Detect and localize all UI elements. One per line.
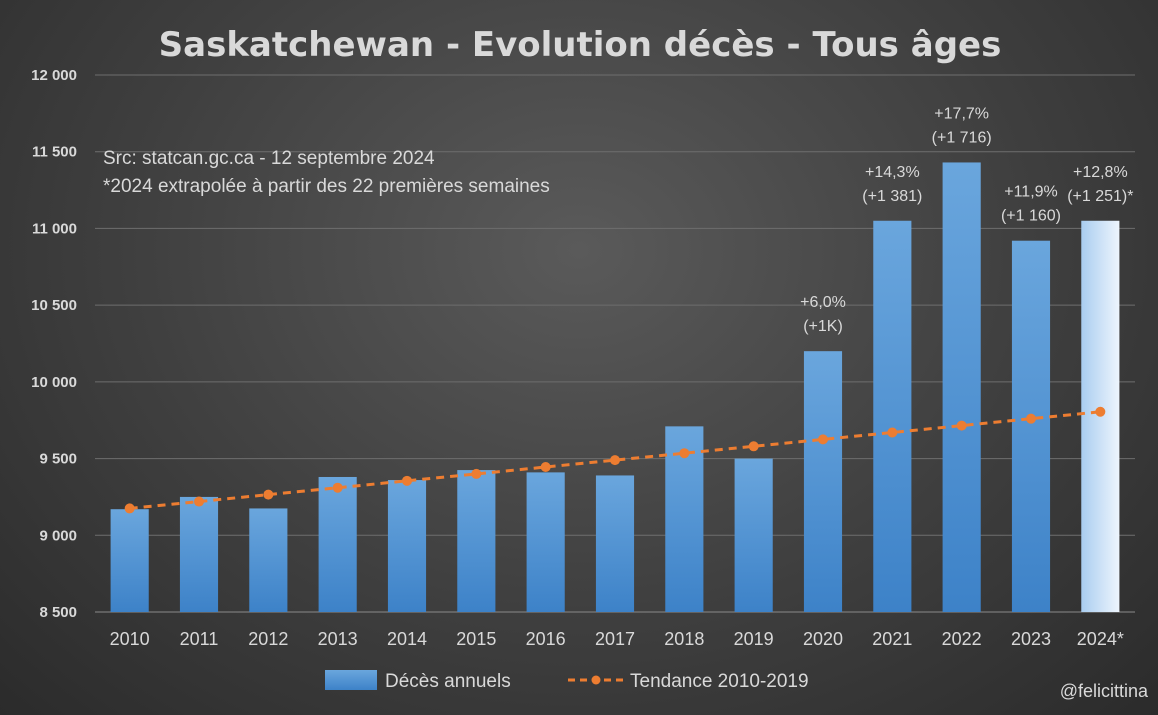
bar-annotation-delta: (+1 716) [932, 129, 992, 146]
x-tick-label: 2019 [734, 629, 774, 649]
trend-point [1095, 406, 1106, 417]
trend-point [471, 468, 482, 479]
bar [179, 496, 219, 612]
bar-annotation-delta: (+1 251)* [1067, 188, 1133, 205]
x-tick-label: 2022 [942, 629, 982, 649]
y-tick-label: 10 500 [31, 297, 77, 314]
source-note-line1: Src: statcan.gc.ca - 12 septembre 2024 [103, 148, 435, 169]
trend-point [402, 475, 412, 486]
trend-point [748, 441, 759, 452]
y-tick-label: 11 500 [32, 144, 77, 161]
bar [318, 476, 357, 612]
watermark: @felicittina [1060, 681, 1149, 701]
legend-bar-label: Décès annuels [385, 671, 511, 692]
x-axis-ticks: 2010 2011 2012 2013 2014 2015 2016 2017 2018 2019… [110, 629, 1124, 649]
bar [457, 470, 496, 612]
x-tick-label: 2014 [387, 629, 427, 649]
bar-annotation-delta: (+1K) [803, 318, 843, 335]
x-tick-label: 2010 [110, 629, 150, 649]
bar-annotation-pct: +12,8% [1073, 164, 1128, 181]
bar-annotations: +6,0% (+1K) +14,3% (+1 381) +17,7% (+1 716) +1… [800, 105, 1133, 335]
bar [387, 480, 427, 612]
bar-annotation-pct: +17,7% [934, 105, 989, 122]
y-tick-label: 8 500 [39, 604, 77, 621]
x-tick-label: 2013 [318, 629, 358, 649]
legend-trend-marker [591, 675, 601, 685]
trend-point [610, 455, 620, 466]
bar [526, 472, 565, 612]
source-note-line2: *2024 extrapolée à partir des 22 premièr… [103, 176, 550, 197]
x-tick-label: 2024* [1077, 629, 1124, 649]
trend-point [887, 427, 898, 438]
legend-trend-label: Tendance 2010-2019 [630, 671, 809, 692]
y-tick-label: 11 000 [32, 220, 77, 237]
trend-point [124, 503, 135, 514]
bar-annotation-pct: +6,0% [800, 294, 846, 311]
y-tick-label: 10 000 [31, 374, 77, 391]
y-tick-label: 9 500 [39, 451, 77, 468]
bar-series [110, 162, 1120, 612]
x-tick-label: 2011 [180, 629, 219, 649]
bar [110, 509, 149, 612]
trend-line [129, 410, 1101, 510]
bar-annotation-pct: +11,9% [1004, 184, 1058, 201]
bar [734, 458, 773, 612]
bar [942, 162, 981, 612]
bar-annotation-delta: (+1 160) [1001, 208, 1061, 225]
bar [803, 351, 843, 612]
x-tick-label: 2015 [456, 629, 496, 649]
legend-bar-swatch [325, 670, 377, 690]
x-tick-label: 2023 [1011, 629, 1051, 649]
trend-point [540, 462, 551, 473]
trend-point [679, 448, 690, 459]
trend-point [263, 489, 274, 500]
trend-point [194, 496, 204, 507]
bar [1011, 240, 1051, 612]
y-tick-label: 9 000 [39, 527, 77, 544]
y-tick-label: 12 000 [31, 67, 77, 84]
x-tick-label: 2012 [248, 629, 288, 649]
legend: Décès annuels Tendance 2010-2019 [325, 670, 809, 692]
bar-annotation-delta: (+1 381) [862, 188, 922, 205]
bar [595, 475, 635, 612]
chart-title: Saskatchewan - Evolution décès - Tous âg… [159, 25, 1002, 65]
x-tick-label: 2018 [664, 629, 704, 649]
trend-point [818, 434, 828, 445]
trend-point [1026, 413, 1036, 424]
y-axis-ticks: 8 500 9 000 9 500 10 000 10 500 11 000 11 500 1… [31, 67, 77, 621]
x-tick-label: 2016 [526, 629, 566, 649]
bar [249, 508, 288, 612]
trend-series [124, 406, 1106, 514]
x-tick-label: 2020 [803, 629, 843, 649]
bar [873, 220, 912, 612]
trend-point [956, 420, 967, 431]
x-tick-label: 2021 [872, 629, 912, 649]
bar-annotation-pct: +14,3% [865, 164, 920, 181]
trend-point [332, 482, 343, 493]
x-tick-label: 2017 [595, 629, 635, 649]
